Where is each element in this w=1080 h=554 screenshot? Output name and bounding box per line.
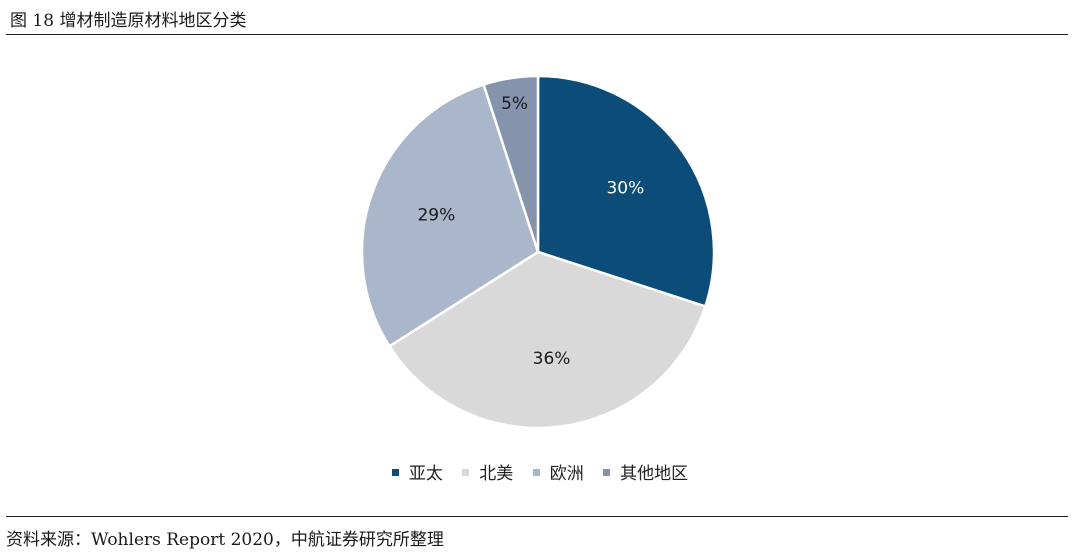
legend-item-asia-pacific: 亚太 <box>391 459 443 484</box>
pie-data-labels: 30% 36% 29% 5% <box>417 94 644 369</box>
pie-slice-europe <box>360 83 540 348</box>
legend-swatch <box>391 469 399 476</box>
data-label-europe: 29% <box>417 205 455 225</box>
legend-label: 其他地区 <box>620 464 689 484</box>
data-label-other-regions: 5% <box>501 94 528 114</box>
source-note: 资料来源：Wohlers Report 2020，中航证券研究所整理 <box>6 530 444 550</box>
legend-label: 亚太 <box>408 464 443 484</box>
legend-label: 欧洲 <box>549 464 584 484</box>
pie-slice-north-america <box>388 250 707 430</box>
legend-item-north-america: 北美 <box>462 459 513 484</box>
bottom-divider <box>6 516 1068 517</box>
legend-swatch <box>532 469 540 476</box>
chart-legend: 亚太 北美 欧洲 其他地区 <box>0 459 1080 484</box>
legend-item-europe: 欧洲 <box>532 459 584 484</box>
pie-slice-other-regions <box>482 74 540 254</box>
legend-item-other-regions: 其他地区 <box>603 459 688 484</box>
legend-swatch <box>603 469 611 476</box>
chart-title: 图 18 增材制造原材料地区分类 <box>10 11 247 31</box>
legend-label: 北美 <box>479 464 514 484</box>
pie-slice-asia-pacific <box>536 74 716 308</box>
pie-slices <box>360 74 716 430</box>
data-label-asia-pacific: 30% <box>606 179 644 199</box>
top-divider <box>6 34 1068 35</box>
legend-swatch <box>462 469 470 476</box>
data-label-north-america: 36% <box>533 349 571 369</box>
